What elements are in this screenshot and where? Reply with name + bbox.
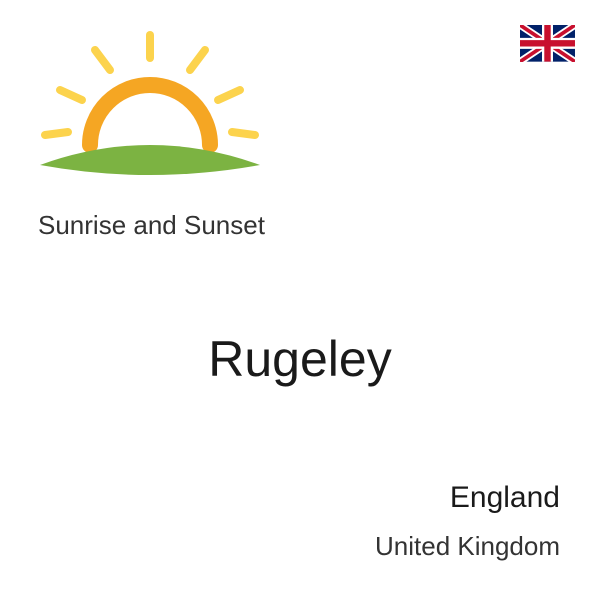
city-title: Rugeley xyxy=(0,330,600,388)
sunrise-logo xyxy=(20,20,280,200)
tagline-text: Sunrise and Sunset xyxy=(38,210,265,241)
flag-icon xyxy=(520,25,575,62)
region-label: England xyxy=(450,481,560,515)
uk-flag-icon xyxy=(520,25,575,63)
country-label: United Kingdom xyxy=(375,531,560,562)
sun-icon xyxy=(20,20,280,200)
